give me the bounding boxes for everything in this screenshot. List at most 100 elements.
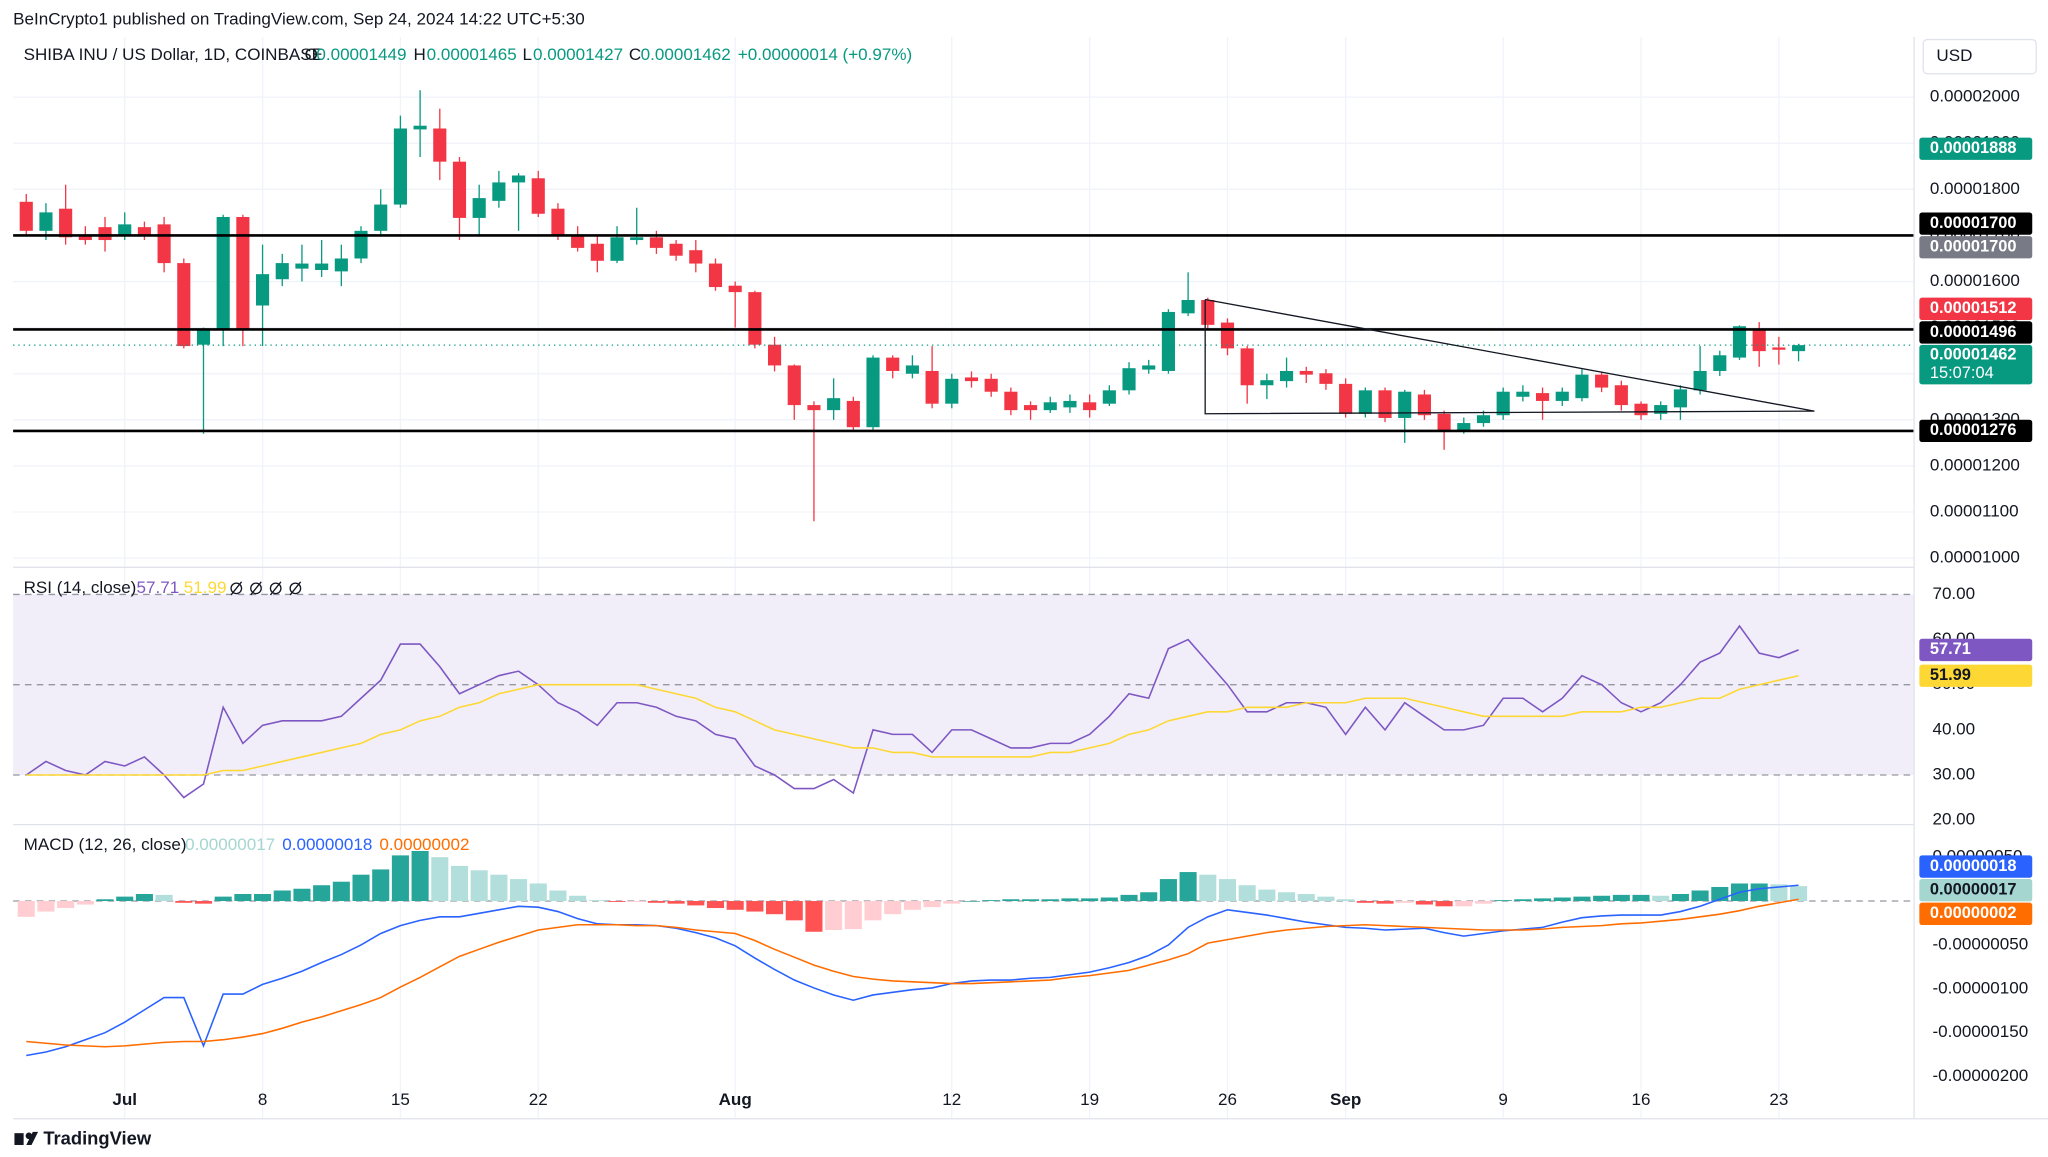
- histogram-bar: [1140, 892, 1158, 902]
- candle-body: [1142, 365, 1156, 370]
- candle-body: [728, 285, 742, 293]
- candle-body: [964, 377, 979, 382]
- histogram-bar: [825, 901, 843, 930]
- price-badge: [1919, 638, 2033, 662]
- rsi-line: [25, 624, 1799, 799]
- candle-body: [1339, 383, 1353, 414]
- candle-body: [610, 237, 624, 261]
- y-tick-label: 20.00: [1932, 810, 1975, 829]
- histogram-bar: [1750, 883, 1768, 902]
- price-badge: [1919, 902, 2033, 925]
- y-tick-label: -0.00000150: [1932, 1022, 2028, 1041]
- histogram-bar: [982, 900, 1000, 902]
- candle-body: [295, 263, 309, 269]
- candle-body: [512, 175, 526, 183]
- ohlc-key: O: [305, 45, 318, 64]
- badge-label: 51.99: [1930, 666, 1971, 684]
- candle-body: [393, 128, 407, 205]
- x-tick-label: 12: [942, 1090, 961, 1109]
- candle-body: [768, 344, 782, 366]
- histogram-bar: [766, 901, 784, 915]
- histogram-bar: [785, 901, 803, 921]
- y-tick-label: 40.00: [1932, 719, 1975, 738]
- candle-body: [98, 227, 112, 241]
- legend-value: 0.00000002: [379, 835, 469, 854]
- x-tick-label: 23: [1769, 1090, 1788, 1109]
- candle-body: [708, 263, 723, 288]
- badge-label: 0.00001700: [1930, 238, 2017, 256]
- candle-body: [1713, 355, 1727, 371]
- histogram-bar: [510, 879, 528, 902]
- legend-value: 51.99: [184, 578, 227, 597]
- indicator-icons[interactable]: [230, 581, 302, 596]
- histogram-bar: [194, 901, 213, 904]
- candle-body: [1437, 413, 1451, 431]
- drawings: [1204, 298, 1815, 415]
- candle-body: [905, 365, 919, 374]
- x-tick-label: 8: [258, 1090, 267, 1109]
- histogram-bar: [746, 901, 764, 912]
- histogram-bar: [254, 894, 272, 902]
- x-tick-label: 19: [1080, 1090, 1099, 1109]
- x-tick-label: Jul: [112, 1090, 137, 1109]
- candle-body: [1240, 348, 1254, 386]
- price-badge: [1919, 419, 2033, 443]
- candle-body: [1280, 370, 1294, 382]
- candle-body: [196, 329, 211, 345]
- badge-label: 0.00001888: [1930, 139, 2017, 157]
- histogram-bar: [450, 865, 469, 902]
- currency-label[interactable]: USD: [1936, 46, 1972, 65]
- histogram-bar: [1317, 896, 1335, 902]
- x-tick-label: Aug: [719, 1090, 752, 1109]
- histogram-bar: [647, 901, 665, 903]
- histogram-bar: [1790, 886, 1808, 902]
- symbol-title: SHIBA INU / US Dollar, 1D, COINBASE: [24, 45, 323, 64]
- badge-label: 0.00000002: [1930, 904, 2017, 922]
- price-badge: [1919, 212, 2033, 235]
- candle-body: [1457, 423, 1471, 431]
- histogram-bar: [431, 857, 449, 902]
- histogram-bar: [962, 901, 981, 902]
- histogram-bar: [1238, 885, 1256, 902]
- candle-body: [827, 398, 841, 411]
- histogram-bar: [76, 901, 94, 905]
- histogram-bar: [1179, 872, 1197, 902]
- currency-box[interactable]: [1922, 38, 2037, 75]
- candle-body: [748, 292, 762, 345]
- candle-body: [374, 204, 388, 231]
- y-tick-label: 0.00001800: [1930, 179, 2020, 198]
- candle-body: [1476, 415, 1491, 424]
- badge-label: 0.00001462: [1930, 346, 2017, 364]
- candle-body: [1358, 390, 1372, 414]
- histogram-bar: [1612, 894, 1630, 902]
- candle-body: [1614, 385, 1628, 406]
- y-tick-label: 0.00002000: [1930, 87, 2020, 106]
- candle-body: [1004, 391, 1018, 411]
- candle-body: [1654, 405, 1668, 414]
- tradingview-logo[interactable]: [14, 1131, 39, 1145]
- candle-body: [157, 224, 171, 264]
- legend-value: 0.00000017: [185, 835, 275, 854]
- candle-body: [236, 216, 250, 330]
- histogram-bar: [391, 855, 409, 902]
- y-tick-label: -0.00000100: [1932, 978, 2028, 997]
- candle-body: [1161, 311, 1175, 371]
- histogram-bar: [1514, 899, 1532, 902]
- badge-label: 57.71: [1930, 640, 1971, 658]
- candle-body: [256, 274, 270, 306]
- histogram-bar: [1593, 895, 1611, 902]
- candle-body: [1024, 405, 1038, 411]
- triangle-upper: [1205, 298, 1815, 412]
- badge-label: 0.00000017: [1930, 881, 2017, 899]
- histogram-bar: [57, 901, 75, 909]
- candle-body: [1673, 389, 1687, 408]
- footer-logo[interactable]: TradingView: [43, 1128, 152, 1149]
- histogram-bar: [175, 901, 193, 903]
- candle-body: [1122, 368, 1136, 391]
- ohlc-value: 0.00001465: [427, 45, 517, 64]
- marks-layer: [13, 90, 1915, 1057]
- histogram-bar: [1652, 895, 1670, 902]
- ohlc-key: H: [414, 45, 426, 64]
- candle-body: [1043, 402, 1057, 411]
